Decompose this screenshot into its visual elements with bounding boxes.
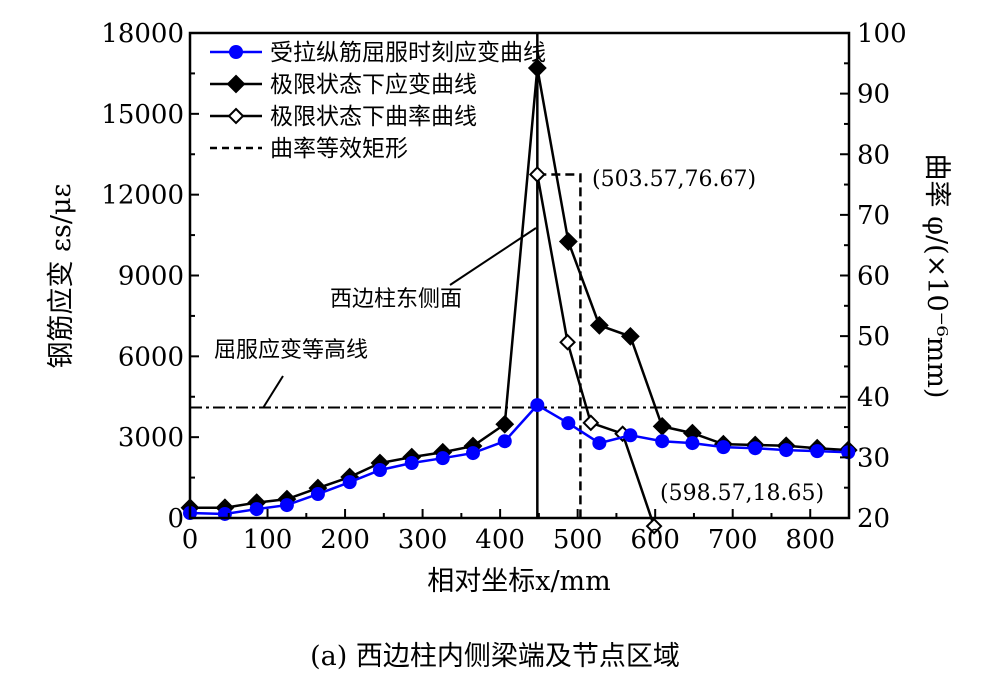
x-tick-label: 100 [243,525,293,555]
data-point [559,333,576,351]
yield-line-label: 屈服应变等高线 [214,338,368,363]
annotation-zero: (598.57,18.65) [660,481,824,506]
legend-marker [226,74,246,94]
data-point [779,443,794,458]
data-point [527,58,547,78]
data-point [530,398,545,413]
data-point [716,440,731,455]
data-point [495,414,515,434]
data-point [342,475,357,490]
y-tick-label: 18000 [101,19,184,49]
data-point [582,414,600,432]
data-point [404,456,419,471]
x-tick-label: 600 [630,525,680,555]
data-point [655,434,670,449]
caption: (a) 西边柱内侧梁端及节点区域 [310,641,680,672]
y2-tick-label: 20 [857,504,890,534]
y-tick-label: 6000 [118,342,184,372]
data-point [310,487,325,502]
y2-tick-label: 30 [857,443,890,473]
series-line [189,403,849,516]
data-point [372,463,387,478]
y2-tick-label: 50 [857,322,890,352]
yield-leader-line [262,375,284,409]
y2-tick-label: 70 [857,201,890,231]
y-tick-label: 12000 [101,181,184,211]
data-point [558,232,578,251]
data-point [592,436,607,451]
data-point [645,517,663,535]
data-point [561,416,576,431]
annotation-rect: (503.57,76.67) [592,167,756,192]
data-point [620,326,640,346]
data-point [810,444,825,459]
column-line-label: 西边柱东侧面 [330,287,462,312]
y-tick-label: 0 [167,504,184,534]
y-tick-label: 15000 [101,100,184,130]
data-point [279,498,294,513]
y-axis-label: 钢筋应变 εs/με [46,183,77,368]
y2-tick-label: 40 [857,383,890,413]
legend-label: 受拉纵筋屈服时刻应变曲线 [270,40,546,66]
data-point [528,166,546,183]
y2-tick-label: 90 [857,80,890,110]
y2-axis-label: 曲率 φ/(×10⁻⁶mm) [921,154,952,399]
y2-tick-label: 100 [857,19,907,49]
y-tick-label: 3000 [118,423,184,453]
data-point [589,315,609,335]
x-tick-label: 300 [398,525,448,555]
data-point [497,434,512,449]
x-tick-label: 500 [553,525,603,555]
legend-label: 极限状态下应变曲线 [270,72,477,98]
data-point [465,446,480,461]
data-point [623,428,638,443]
x-axis-label: 相对坐标x/mm [427,566,611,597]
data-point [748,441,763,456]
y2-tick-label: 80 [857,140,890,170]
data-point [685,436,700,451]
data-point [652,416,672,436]
legend-label: 曲率等效矩形 [270,136,408,162]
x-tick-label: 0 [182,525,199,555]
x-tick-label: 800 [785,525,835,555]
series-line [190,67,849,510]
legend-marker [227,107,245,125]
legend-label: 极限状态下曲率曲线 [270,104,477,130]
y-tick-label: 9000 [118,262,184,292]
data-point [435,451,450,466]
x-tick-label: 400 [475,525,525,555]
data-point [249,502,264,517]
y2-tick-label: 60 [857,262,890,292]
legend-marker [229,45,243,59]
equivalent-rect [537,173,582,518]
x-tick-label: 700 [708,525,758,555]
x-tick-label: 200 [320,525,370,555]
